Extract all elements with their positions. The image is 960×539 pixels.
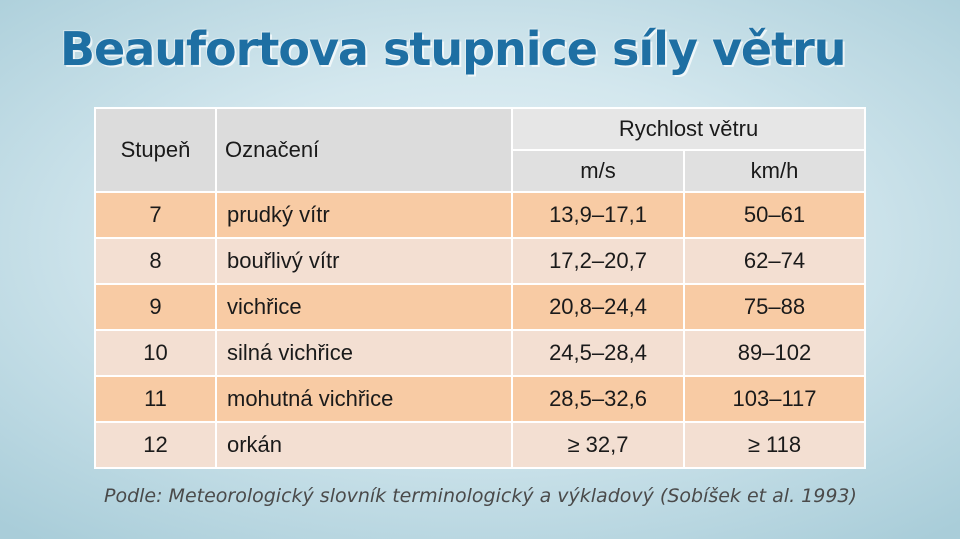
header-rychlost: Rychlost větru [510,107,867,151]
cell-kmh: 50–61 [682,191,867,239]
cell-kmh: 75–88 [682,283,867,331]
cell-stupen: 10 [94,329,217,377]
header-oznaceni: Označení [215,107,513,193]
cell-stupen: 8 [94,237,217,285]
cell-stupen: 12 [94,421,217,469]
cell-stupen: 11 [94,375,217,423]
cell-ms: 13,9–17,1 [511,191,685,239]
table-row: 7 prudký vítr 13,9–17,1 50–61 [94,191,867,239]
beaufort-table: Stupeň Označení Rychlost větru m/s km/h … [94,107,867,469]
table-row: 10 silná vichřice 24,5–28,4 89–102 [94,329,867,377]
table-row: 9 vichřice 20,8–24,4 75–88 [94,283,867,331]
table-row: 12 orkán ≥ 32,7 ≥ 118 [94,421,867,469]
cell-kmh: 89–102 [682,329,867,377]
table-header-row: Stupeň Označení Rychlost větru [94,107,867,193]
header-kmh: km/h [682,149,867,193]
cell-oznaceni: prudký vítr [215,191,513,239]
cell-oznaceni: vichřice [215,283,513,331]
cell-ms: ≥ 32,7 [511,421,685,469]
table-subheader-row: m/s km/h [95,149,867,193]
slide-title: Beaufortova stupnice síly větru [60,22,847,76]
cell-oznaceni: bouřlivý vítr [215,237,513,285]
cell-ms: 17,2–20,7 [511,237,685,285]
cell-oznaceni: mohutná vichřice [215,375,513,423]
cell-kmh: ≥ 118 [682,421,867,469]
source-citation: Podle: Meteorologický slovník terminolog… [104,485,857,507]
table-row: 11 mohutná vichřice 28,5–32,6 103–117 [94,375,867,423]
header-ms: m/s [511,149,685,193]
cell-ms: 28,5–32,6 [511,375,685,423]
cell-oznaceni: silná vichřice [215,329,513,377]
table-row: 8 bouřlivý vítr 17,2–20,7 62–74 [94,237,867,285]
cell-stupen: 9 [94,283,217,331]
cell-kmh: 62–74 [682,237,867,285]
cell-ms: 20,8–24,4 [511,283,685,331]
cell-oznaceni: orkán [215,421,513,469]
cell-stupen: 7 [94,191,217,239]
cell-kmh: 103–117 [682,375,867,423]
header-stupen: Stupeň [94,107,217,193]
cell-ms: 24,5–28,4 [511,329,685,377]
